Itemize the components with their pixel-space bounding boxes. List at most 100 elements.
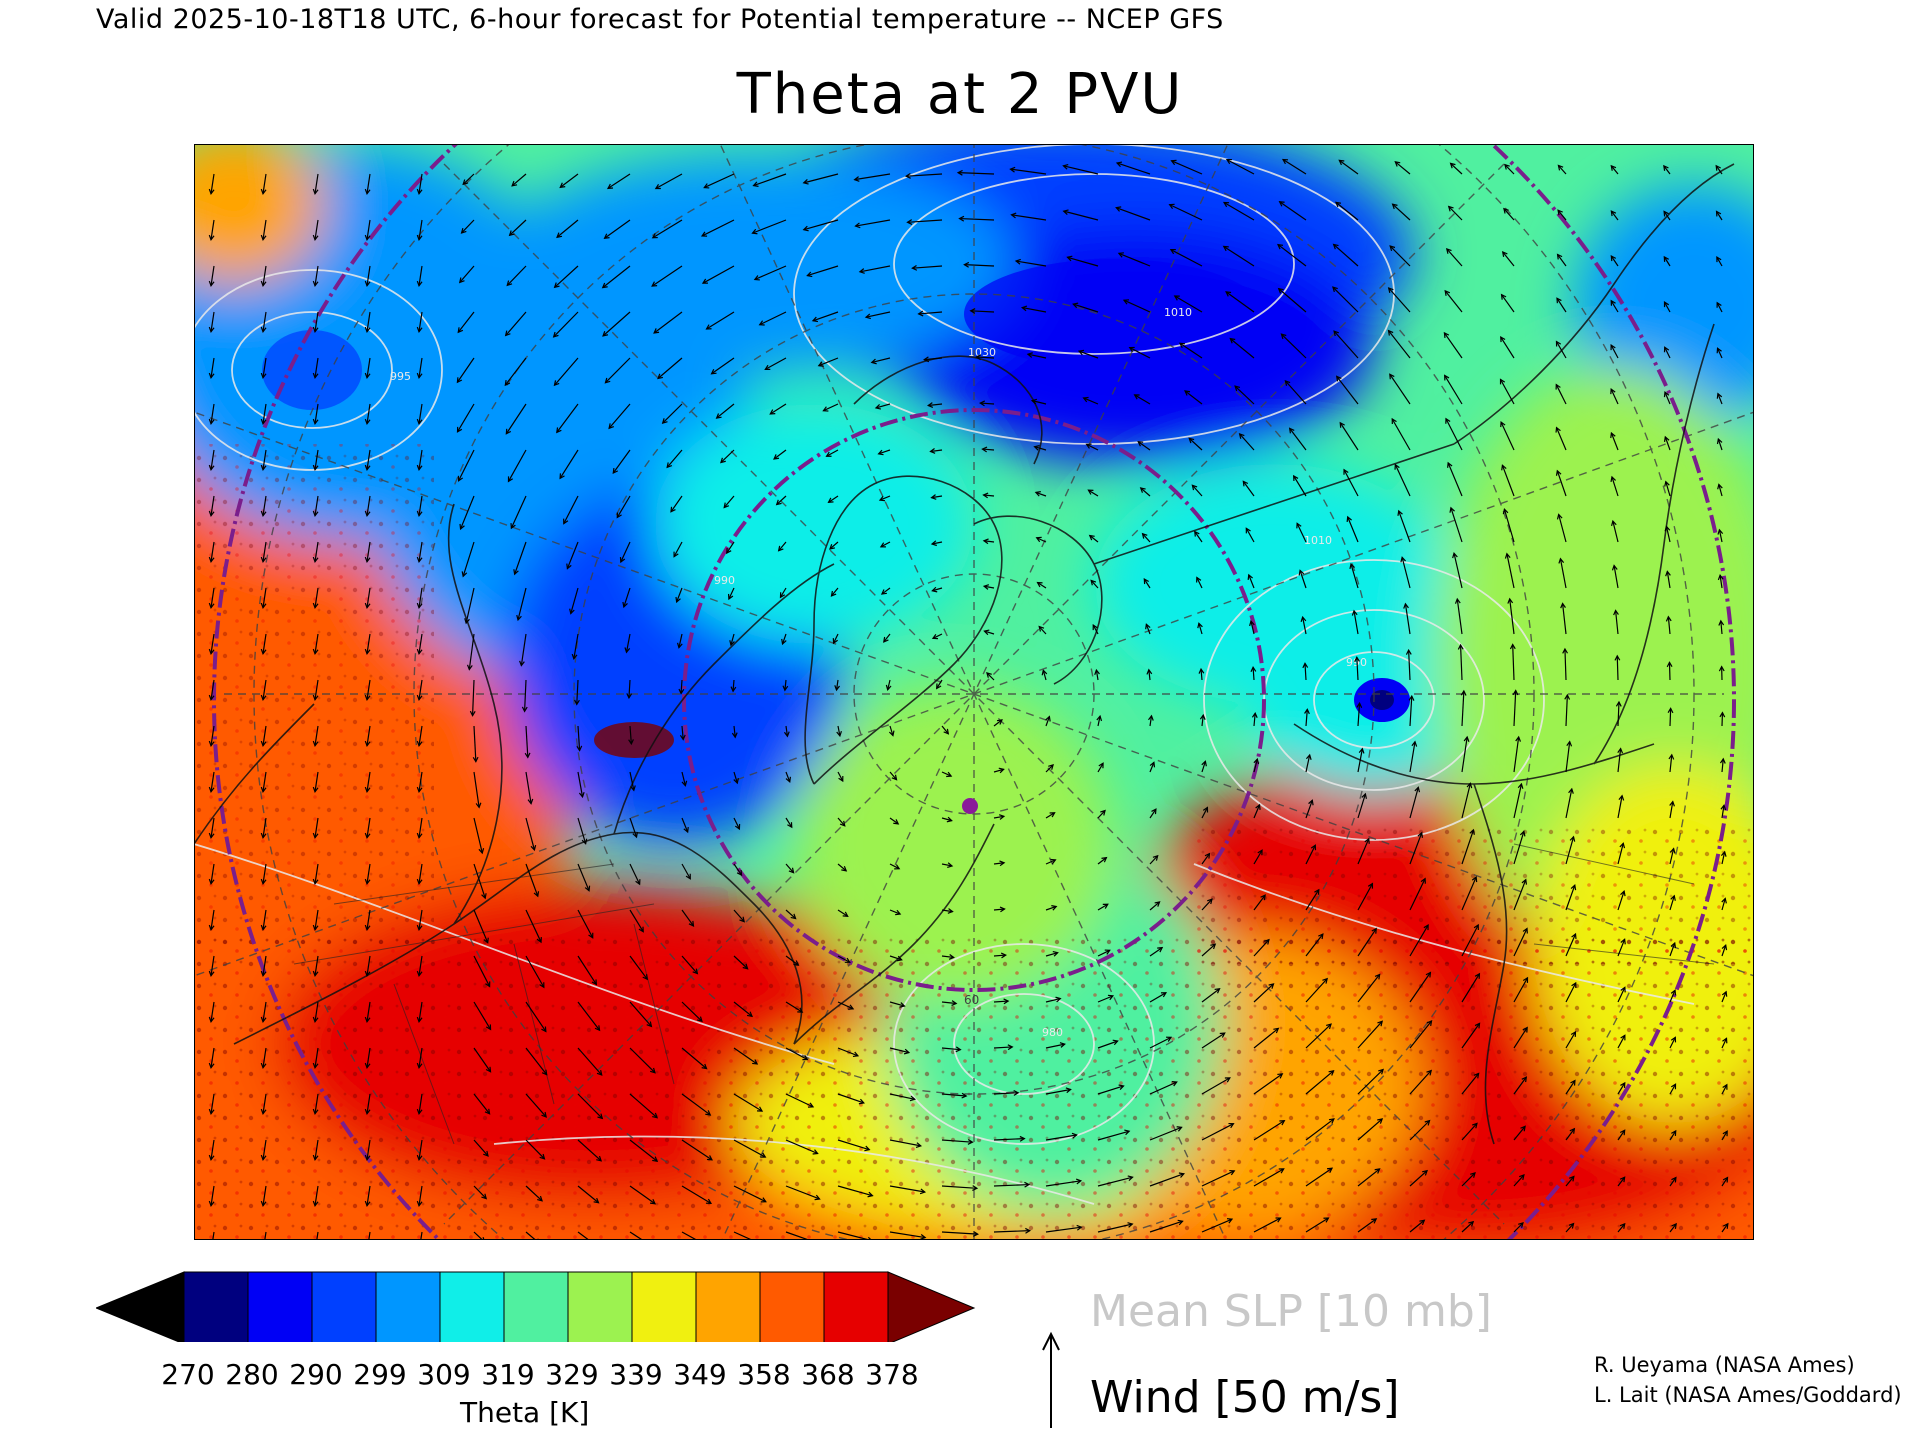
wind-vector [681,725,684,740]
wind-vector-head [1426,1069,1433,1076]
wind-vector [993,1183,1029,1187]
wind-vector [1500,336,1515,359]
wind-vector-head [541,1069,548,1076]
wind-vector [1559,558,1567,589]
wind-vector-head [775,499,782,506]
wind-vector-head [946,816,953,823]
wind-vector-head [1618,794,1625,801]
wind-vector [366,357,371,378]
wind-vector [1565,1031,1576,1049]
wind-vector [629,1185,656,1205]
wind-vector-head [961,1092,968,1099]
wind-vector-head [1663,435,1670,442]
wind-vector-head [1389,373,1395,380]
wind-vector-head [511,180,518,187]
wind-vector [859,265,891,273]
wind-vector [779,587,787,598]
wind-vector-head [874,404,882,410]
wind-vector-head [481,893,487,900]
wind-vector-head [1457,643,1464,650]
wind-vector [1277,244,1307,267]
wind-vector-head [1026,352,1033,358]
wind-vector [366,541,371,562]
wind-vector [556,219,579,238]
wind-vector-head [1405,648,1412,655]
wind-vector-head [260,556,267,564]
wind-vector [1717,393,1723,405]
wind-vector [666,449,683,468]
colorbar-tick-label: 309 [417,1358,471,1391]
wind-vector-head [1019,1135,1026,1142]
wind-vector [1617,891,1625,911]
wind-vector-head [1115,161,1123,168]
wind-vector [1716,348,1723,359]
wind-vector-head [1391,417,1397,425]
wind-vector-head [943,728,950,735]
wind-vector [1089,535,1099,543]
cold-core-alaska [262,330,362,410]
wind-vector-head [814,1194,821,1201]
wind-vector [262,725,267,746]
wind-vector-head [1335,201,1342,208]
wind-vector [629,771,635,791]
wind-vector-head [1251,711,1258,719]
wind-vector [577,817,587,844]
wind-vector-head [260,372,267,380]
wind-vector-head [948,954,955,960]
wind-vector [1558,514,1567,543]
wind-vector [702,265,735,284]
wind-vector [1357,748,1363,773]
wind-vector [577,1231,590,1240]
wind-vector [1565,741,1571,773]
wind-vector-head [364,1200,371,1208]
wind-vector-head [936,683,942,690]
wind-vector [418,587,423,608]
wind-vector [314,771,319,792]
wind-vector [210,771,215,792]
wind-vector-head [312,1062,319,1070]
wind-vector [1198,623,1203,635]
wind-vector-head [364,556,371,564]
wind-vector [465,587,475,624]
wind-vector-head [464,618,470,625]
wind-vector-head [1447,461,1453,468]
wind-vector [210,541,215,562]
wind-vector [906,173,943,177]
wind-vector [1357,793,1366,819]
wind-vector-head [312,786,319,794]
wind-vector [1409,741,1416,773]
wind-vector [733,955,748,970]
wind-vector [1718,529,1723,543]
wind-vector-head [1335,375,1342,382]
wind-vector-head [893,819,900,825]
wind-vector [982,448,995,451]
wind-vector-head [481,1193,488,1200]
wind-vector [1339,422,1359,451]
wind-vector-head [1055,996,1062,1003]
wind-vector-head [779,592,786,599]
wind-vector-head [1377,1118,1384,1124]
wind-vector-head [1463,735,1470,742]
wind-vector-head [312,326,319,334]
wind-vector-head [909,1095,917,1102]
isobar-label: 1010 [1164,306,1192,319]
wind-vector-head [1512,689,1519,696]
wind-vector [1461,1073,1480,1095]
wind-vector-head [1447,205,1454,212]
wind-vector-head [416,648,423,656]
wind-vector-head [1199,713,1206,720]
wind-vector-head [1669,800,1675,807]
wind-vector [629,817,638,838]
wind-vector [918,311,943,315]
wind-vector [1357,1020,1383,1049]
wind-vector-head [312,648,319,656]
wind-vector-head [416,832,423,840]
wind-vector-head [364,280,371,288]
wind-vector [604,357,631,384]
wind-vector [726,541,735,554]
wind-vector-head [513,569,519,576]
colorbar-cell [631,1271,697,1342]
wind-vector-head [1253,757,1260,765]
wind-vector-head [880,589,887,595]
wind-vector-head [701,1063,708,1070]
